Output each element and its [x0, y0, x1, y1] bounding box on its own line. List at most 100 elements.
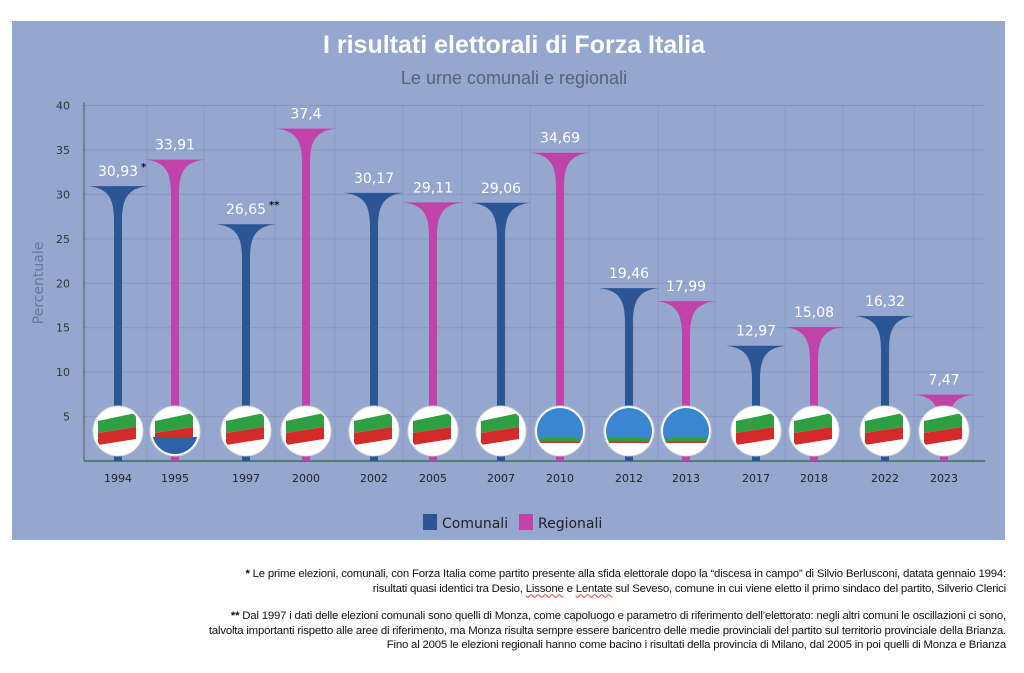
bar-1994: [88, 186, 148, 462]
legend-swatch: [519, 514, 533, 530]
x-tick-label: 2005: [419, 472, 447, 485]
logo-body: [226, 413, 264, 445]
logo-red: [865, 427, 903, 445]
data-label-2005: 29,11: [413, 180, 453, 196]
party-logo-popolo-della-liberta: [534, 405, 586, 457]
y-tick-label: 5: [63, 411, 70, 424]
chart-title: I risultati elettorali di Forza Italia: [323, 31, 706, 59]
logo-green: [413, 413, 451, 433]
party-logo-forza-italia: [475, 405, 527, 457]
x-tick-label: 2013: [672, 472, 700, 485]
logo-blue: [152, 437, 198, 454]
logo-green: [286, 413, 324, 433]
logo-green: [481, 413, 519, 433]
data-label-2012: 19,46: [609, 266, 649, 282]
party-logo-popolo-della-liberta: [660, 405, 712, 457]
footnote-text: Lissone: [525, 582, 564, 595]
logo-green: [98, 413, 136, 433]
logo-body: [537, 408, 583, 443]
footnote-text: Lentate: [575, 582, 613, 595]
party-logo-popolo-della-liberta: [603, 405, 655, 457]
bar-2017: [726, 345, 786, 461]
logo-body: [152, 413, 198, 454]
bar-1997: [216, 224, 276, 461]
logo-body: [663, 408, 709, 443]
note-marker: *: [141, 162, 147, 173]
logo-body: [606, 408, 652, 443]
logo-green: [155, 413, 193, 433]
x-tick-label: 1997: [232, 472, 260, 485]
y-tick-label: 40: [56, 100, 70, 113]
logo-body: [481, 413, 519, 445]
logo-body: [736, 413, 774, 445]
legend-label: Comunali: [442, 516, 508, 532]
note-marker: **: [269, 200, 280, 211]
x-tick-label: 2012: [615, 472, 643, 485]
party-logo-forza-italia: [92, 405, 144, 457]
data-label-2007: 29,06: [481, 181, 521, 197]
footnote-text: e: [563, 582, 576, 595]
data-label-2022: 16,32: [865, 294, 905, 310]
party-logo-forza-italia: [220, 405, 272, 457]
y-tick-label: 35: [56, 144, 70, 157]
data-label-1995: 33,91: [155, 138, 195, 154]
logo-red: [286, 427, 324, 445]
footnote-text: talvolta importanti rispetto alle aree d…: [208, 624, 1006, 637]
y-tick-label: 20: [56, 277, 70, 290]
logo-body: [286, 413, 324, 445]
logo-body: [865, 413, 903, 445]
logo-blue: [663, 408, 709, 438]
y-tick-label: 30: [56, 188, 70, 201]
logo-green: [865, 413, 903, 433]
logo-green: [226, 413, 264, 433]
party-logo-forza-italia: [348, 405, 400, 457]
party-logo-forza-italia: [407, 405, 459, 457]
data-label-2023: 7,47: [928, 373, 959, 389]
party-logo-forza-italia-berlusconi: [730, 405, 782, 457]
chart: I risultati elettorali di Forza Italia L…: [31, 31, 985, 532]
logo-blue: [537, 408, 583, 438]
footnote-text: risultati quasi identici tra Desio,: [372, 582, 526, 595]
party-logo-forza-italia-berlusconi-fontana: [918, 405, 970, 457]
logo-green: [354, 413, 392, 433]
footnote-text: Fino al 2005 le elezioni regionali hanno…: [386, 639, 1006, 651]
data-label-2013: 17,99: [666, 279, 706, 295]
party-logo-forza-italia-polo: [149, 405, 201, 457]
data-label-2000: 37,4: [290, 107, 321, 123]
bar-2012: [599, 288, 659, 461]
logo-red: [226, 427, 264, 445]
bar-2018: [784, 326, 844, 461]
x-tick-label: 1995: [161, 472, 189, 485]
logo-stripe: [606, 438, 652, 441]
logo-red: [736, 427, 774, 445]
logo-red: [413, 427, 451, 445]
data-label-1997: 26,65: [226, 202, 266, 218]
footnote-text: sul Seveso, comune in cui viene eletto i…: [612, 582, 1006, 595]
data-label-2002: 30,17: [354, 171, 394, 187]
footnote-2: ** Dal 1997 i dati delle elezioni comuna…: [46, 609, 1006, 653]
logo-green: [794, 413, 832, 433]
logo-blue: [606, 408, 652, 438]
data-label-2018: 15,08: [794, 305, 834, 321]
footnote-text: Le prime elezioni, comunali, con Forza I…: [249, 568, 1007, 580]
logo-stripe: [663, 438, 709, 441]
logo-green: [924, 413, 962, 433]
logo-stripe: [606, 441, 652, 443]
x-tick-label: 2010: [546, 472, 574, 485]
x-tick-label: 2022: [871, 472, 899, 485]
logo-body: [354, 413, 392, 445]
legend-swatch: [423, 514, 437, 530]
x-tick-label: 2007: [487, 472, 515, 485]
footnote-marker: **: [230, 610, 240, 622]
bar-2013: [656, 301, 716, 461]
x-tick-label: 2000: [292, 472, 320, 485]
data-label-2010: 34,69: [540, 131, 580, 147]
bar-2005: [403, 202, 463, 461]
bar-2000: [276, 128, 336, 461]
party-logo-forza-italia-berlusconi-fontana: [788, 405, 840, 457]
logo-body: [98, 413, 136, 445]
logo-red: [481, 427, 519, 445]
legend-label: Regionali: [538, 516, 602, 532]
logo-stripe: [537, 441, 583, 443]
footnote-text: Dal 1997 i dati delle elezioni comunali …: [239, 610, 1006, 622]
